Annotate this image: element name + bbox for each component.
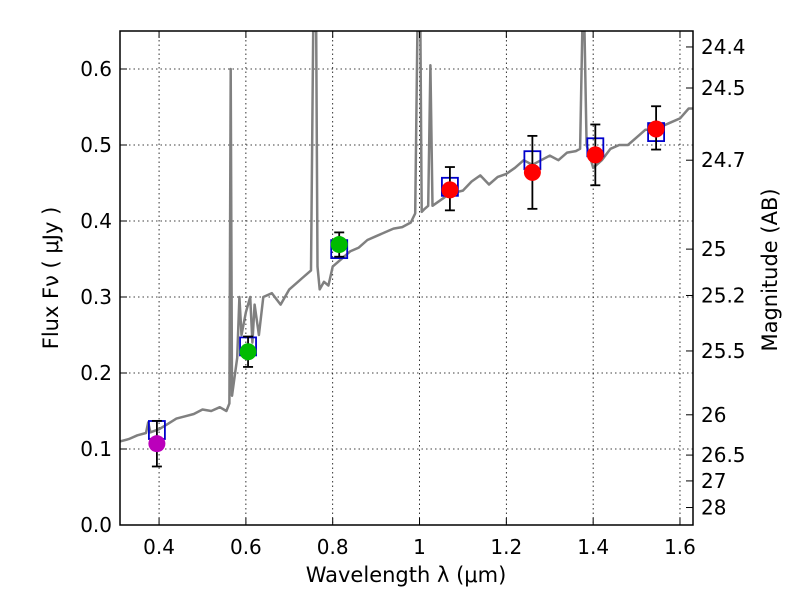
y-tick-label: 0.6 (80, 57, 112, 81)
y-tick-label: 0.2 (80, 361, 112, 385)
observed-photometry-point (239, 343, 257, 361)
right-tick-label: 24.4 (701, 35, 746, 59)
x-tick-label: 0.8 (317, 535, 349, 559)
right-tick-label: 25.5 (701, 339, 746, 363)
right-tick-label: 28 (701, 496, 726, 520)
spectrum-layer (120, 31, 693, 443)
plot-frame (119, 30, 694, 526)
x-axis-title: Wavelength λ (μm) (306, 563, 507, 587)
observed-photometry-point (523, 163, 541, 181)
right-tick-label: 26 (701, 403, 726, 427)
right-axis-ticks: 24.4 24.5 24.7 25 25.2 25.5 26 26.527 28 (686, 35, 746, 520)
y-tick-label: 0.4 (80, 209, 112, 233)
observed-photometry-point (148, 435, 166, 453)
right-tick-label: 24.7 (701, 148, 746, 172)
x-tick-label: 1.6 (664, 535, 696, 559)
right-axis-title: Magnitude (AB) (758, 188, 782, 351)
y-axis-ticks: 0.0 0.1 0.2 0.3 0.4 0.5 0.6 (80, 57, 127, 537)
x-axis-ticks: 0.4 0.6 0.8 1 1.2 1.4 1.6 (143, 31, 696, 559)
observed-photometry-point (586, 146, 604, 164)
observed-photometry-point (330, 236, 348, 254)
x-tick-label: 0.6 (230, 535, 262, 559)
x-tick-label: 0.4 (143, 535, 175, 559)
y-tick-label: 0.1 (80, 437, 112, 461)
spectrum-line (120, 31, 693, 443)
right-tick-label: 25.2 (701, 283, 746, 307)
y-axis-title: Flux Fν ( μJy ) (39, 207, 63, 350)
right-tick-label: 27 (701, 469, 726, 493)
observed-photometry-point (647, 120, 665, 138)
right-tick-label: 25 (701, 237, 726, 261)
x-tick-label: 1.4 (577, 535, 609, 559)
x-tick-label: 1.2 (490, 535, 522, 559)
y-tick-label: 0.0 (80, 513, 112, 537)
right-tick-label: 26.5 (701, 443, 746, 467)
right-tick-label: 24.5 (701, 76, 746, 100)
grid (120, 31, 693, 525)
observed-photometry-layer (148, 120, 665, 453)
x-tick-label: 1 (413, 535, 426, 559)
y-tick-label: 0.3 (80, 285, 112, 309)
errorbar-layer (151, 105, 662, 468)
y-tick-label: 0.5 (80, 133, 112, 157)
observed-photometry-point (441, 181, 459, 199)
model-photometry-layer (147, 122, 666, 440)
